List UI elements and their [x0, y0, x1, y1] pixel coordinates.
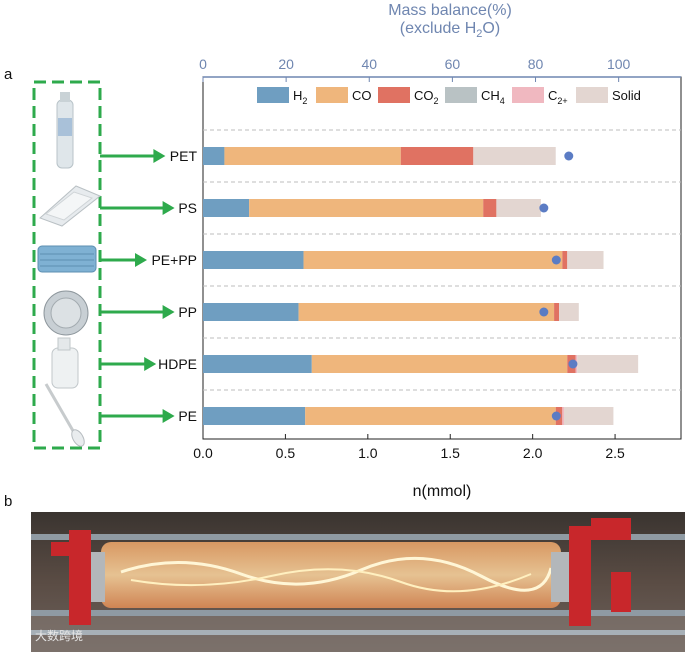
category-label: PE+PP: [151, 252, 197, 268]
bar-segment: [562, 251, 568, 269]
mass-balance-dot: [551, 411, 561, 421]
bar-segment: [496, 199, 541, 217]
category-label: PS: [178, 200, 197, 216]
bar-segment: [567, 251, 604, 269]
category-label: PET: [170, 148, 198, 164]
top-axis: 0 20 40 60 80 100: [199, 56, 681, 82]
top-axis-tick-label: 40: [361, 56, 377, 72]
mass-balance-dot: [539, 307, 549, 317]
reactor-photo-drawing: 大数跨境: [31, 512, 685, 652]
category-labels: PET PS PE+PP PP HDPE PE: [151, 148, 197, 424]
top-axis-tick-label: 0: [199, 56, 207, 72]
watermark-text: 大数跨境: [35, 628, 83, 643]
legend-swatch: [257, 87, 289, 103]
bar-segment: [203, 355, 312, 373]
bar-segment: [303, 251, 563, 269]
bar-segment: [311, 355, 568, 373]
mass-balance-dots: [539, 151, 578, 421]
category-label: HDPE: [158, 356, 197, 372]
quartz-tube: [101, 542, 561, 608]
x-axis-tick-label: 0.0: [193, 445, 213, 461]
top-axis-tick-label: 20: [278, 56, 294, 72]
sample-images: [32, 80, 102, 450]
legend-label: CO2: [414, 88, 439, 106]
bar-segment: [473, 147, 556, 165]
hdpe-bottle-image: [51, 337, 79, 389]
legend-swatch: [445, 87, 477, 103]
right-clamp: [551, 518, 631, 626]
bar-segment: [298, 303, 555, 321]
panel-b-label: b: [4, 493, 13, 510]
legend-label: C2+: [548, 88, 568, 106]
pp-dish-image: [43, 290, 89, 336]
mass-balance-dot: [539, 203, 549, 213]
bar-segment: [562, 407, 564, 425]
mass-balance-dot: [568, 359, 578, 369]
bar-segment: [554, 303, 560, 321]
mass-balance-dot: [564, 151, 574, 161]
bar-segment: [559, 303, 579, 321]
legend-swatch: [576, 87, 608, 103]
legend-swatch: [316, 87, 348, 103]
mask-image: [37, 245, 97, 273]
legend: H2 CO CO2 CH4 C2+ Solid: [257, 87, 641, 106]
bar-segment: [203, 303, 299, 321]
bar-segment: [249, 199, 484, 217]
top-axis-tick-label: 80: [528, 56, 544, 72]
bar-segment: [305, 407, 556, 425]
bar-segment: [577, 355, 639, 373]
sample-arrows: [100, 149, 175, 423]
bar-segment: [563, 407, 614, 425]
x-axis-tick-label: 2.5: [605, 445, 625, 461]
left-clamp: [51, 530, 105, 625]
top-axis-tick-label: 100: [607, 56, 631, 72]
sample-arrow-head: [135, 253, 147, 267]
x-axis-tick-label: 2.0: [523, 445, 543, 461]
pe-pipette-image: [44, 383, 85, 447]
bar-segment: [224, 147, 401, 165]
bar-segment: [203, 407, 306, 425]
bar-segment: [203, 251, 304, 269]
x-axis-tick-label: 0.5: [276, 445, 296, 461]
bar-segment: [203, 147, 225, 165]
top-axis-title-line2: (exclude H2O): [399, 20, 501, 41]
panel-a-label: a: [4, 66, 13, 83]
top-axis-title-line1: Mass balance(%): [388, 2, 512, 19]
top-axis-title: Mass balance(%) (exclude H2O): [200, 2, 685, 40]
chart-svg: 0 20 40 60 80 100 0.0 0.5 1.0 1.5 2.0 2.5 H2 CO CO2 C…: [32, 56, 682, 500]
legend-label: CO: [352, 88, 372, 103]
bottom-axis: 0.0 0.5 1.0 1.5 2.0 2.5: [193, 434, 625, 461]
ps-container-image: [39, 185, 101, 227]
sample-arrow-head: [144, 357, 157, 371]
x-axis-tick-label: 1.5: [441, 445, 461, 461]
legend-label: H2: [293, 88, 307, 106]
bar-segment: [483, 199, 497, 217]
x-axis-tick-label: 1.0: [358, 445, 378, 461]
top-axis-tick-label: 60: [445, 56, 461, 72]
x-axis-label: n(mmol): [413, 483, 472, 500]
legend-label: Solid: [612, 88, 641, 103]
bars: [203, 147, 639, 425]
sample-arrow-head: [162, 409, 175, 423]
sample-arrow-head: [153, 149, 166, 163]
legend-swatch: [378, 87, 410, 103]
category-label: PE: [178, 408, 197, 424]
sample-arrow-head: [162, 305, 175, 319]
legend-label: CH4: [481, 88, 505, 106]
reactor-photo: 大数跨境: [31, 512, 685, 652]
sample-arrow-head: [162, 201, 175, 215]
pet-bottle-image: [56, 92, 74, 169]
legend-swatch: [512, 87, 544, 103]
category-label: PP: [178, 304, 197, 320]
mass-balance-dot: [551, 255, 561, 265]
grid-separators: [203, 129, 681, 391]
bar-segment: [400, 147, 474, 165]
bar-segment: [203, 199, 250, 217]
